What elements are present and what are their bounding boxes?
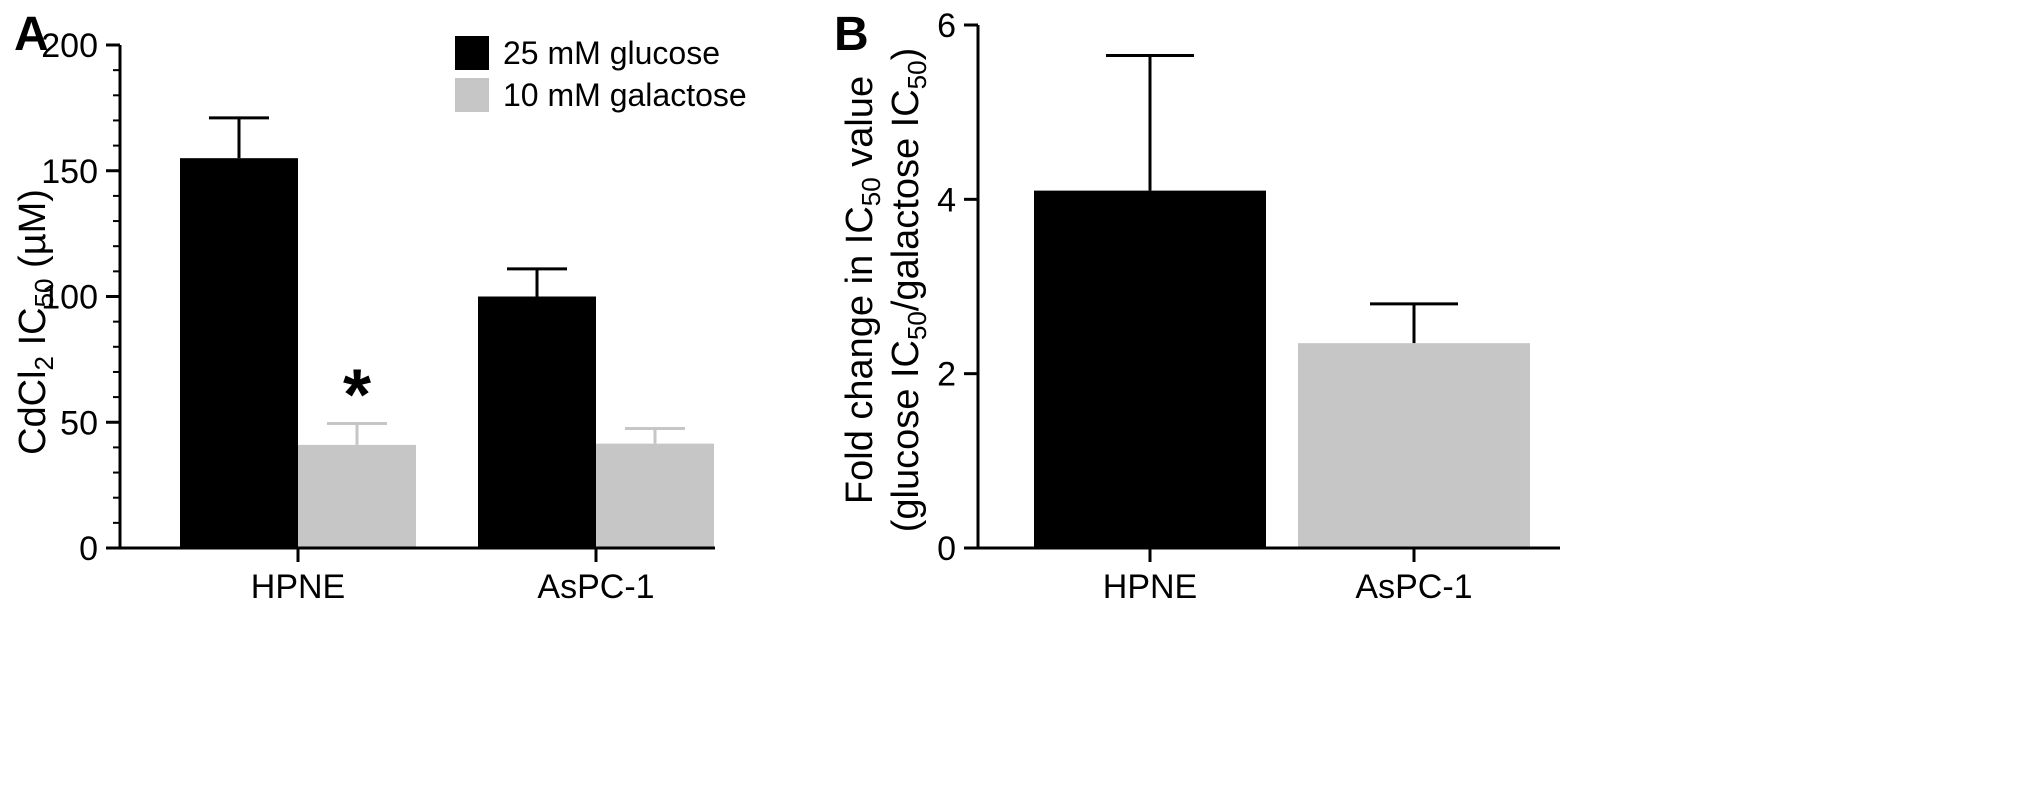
panel-b-chart: B 0 2 4 6 HPNE AsPC-1 Fold change in IC50 val… (834, 7, 1560, 606)
panel-a-x-tick-label-hpne: HPNE (251, 568, 345, 606)
panel-a-bars: * (180, 116, 714, 549)
panel-b-axes: 0 2 4 6 HPNE AsPC-1 (937, 7, 1560, 606)
panel-a-y-tick-label: 100 (41, 279, 98, 317)
bar-hpne-25-mm-glucose (180, 158, 298, 549)
panel-b-y-tick-label: 6 (937, 7, 956, 45)
panel-a-y-tick-label: 0 (79, 530, 98, 568)
legend-label-galactose: 10 mM galactose (503, 77, 747, 113)
significance-asterisk: * (343, 356, 371, 436)
panel-a-x-tick-label-aspc-1: AsPC-1 (537, 568, 654, 606)
panel-b-x-tick-label-hpne: HPNE (1103, 568, 1197, 606)
panel-a-y-tick-label: 200 (41, 27, 98, 65)
bar-aspc-1-10-mm-galactose (596, 443, 714, 548)
bar-hpne-10-mm-galactose (298, 444, 416, 548)
legend-label-glucose: 25 mM glucose (503, 35, 720, 71)
panel-b-y-axis-title-line1: Fold change in IC50 value (839, 76, 886, 504)
panel-b-y-tick-label: 2 (937, 356, 956, 394)
legend-swatch-galactose (455, 78, 489, 112)
bar-aspc-1-25-mm-glucose (478, 296, 596, 548)
panel-a-axes: 0 50 100 150 200 HPNE AsPC-1 (41, 27, 715, 606)
panel-b-bars (1034, 54, 1530, 548)
panel-b-y-axis-title-line2: (glucose IC50/galactose IC50) (885, 48, 932, 533)
panel-a-chart: A * 0 50 100 150 200 HPNE AsPC-1 CdCl2 IC50 (µ… (12, 8, 747, 606)
legend-swatch-glucose (455, 36, 489, 70)
panel-b-x-tick-label-aspc-1: AsPC-1 (1355, 568, 1472, 606)
bar-b-aspc-1 (1298, 343, 1530, 548)
panel-b-y-tick-label: 4 (937, 181, 956, 219)
bar-b-hpne (1034, 190, 1266, 548)
panel-a-letter: A (14, 8, 49, 61)
panel-b-y-tick-label: 0 (937, 530, 956, 568)
panel-b-letter: B (834, 8, 869, 61)
panel-a-y-tick-label: 150 (41, 153, 98, 191)
panel-a-y-axis-title: CdCl2 IC50 (µM) (12, 189, 59, 455)
panel-a-y-tick-label: 50 (60, 404, 98, 442)
panel-a-legend: 25 mM glucose 10 mM galactose (455, 35, 747, 113)
